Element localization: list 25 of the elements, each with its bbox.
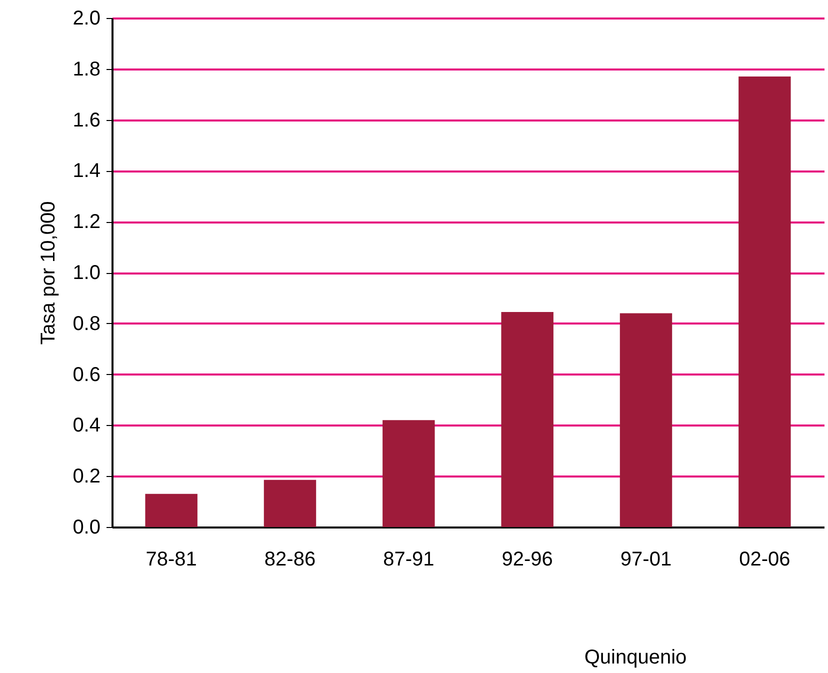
y-axis-title: Tasa por 10,000 — [38, 201, 60, 345]
x-tick-label: 02-06 — [739, 548, 790, 570]
x-tick-label: 87-91 — [383, 548, 434, 570]
bar — [264, 480, 316, 527]
y-tick-label: 2.0 — [72, 8, 100, 30]
y-tick-label: 0.0 — [72, 516, 100, 538]
y-tick-label: 0.8 — [72, 312, 100, 335]
bar — [620, 313, 672, 527]
y-tick-label: 0.6 — [72, 364, 100, 386]
y-tick-label: 0.2 — [72, 466, 100, 488]
y-tick-label: 1.2 — [72, 211, 100, 234]
bar — [145, 494, 198, 527]
y-tick-label: 1.4 — [72, 160, 100, 182]
x-tick-label: 97-01 — [620, 548, 672, 570]
bar — [382, 420, 435, 527]
y-tick-label: 1.0 — [72, 262, 100, 284]
y-tick-label: 1.8 — [72, 58, 100, 80]
y-tick-label: 1.6 — [72, 109, 100, 132]
x-tick-label: 78-81 — [146, 548, 197, 570]
x-tick-label: 82-86 — [264, 548, 316, 570]
bar — [738, 76, 791, 527]
x-axis-title: Quinquenio — [584, 646, 687, 668]
bar — [501, 312, 554, 527]
x-tick-label: 92-96 — [502, 548, 553, 570]
y-tick-label: 0.4 — [72, 414, 100, 437]
